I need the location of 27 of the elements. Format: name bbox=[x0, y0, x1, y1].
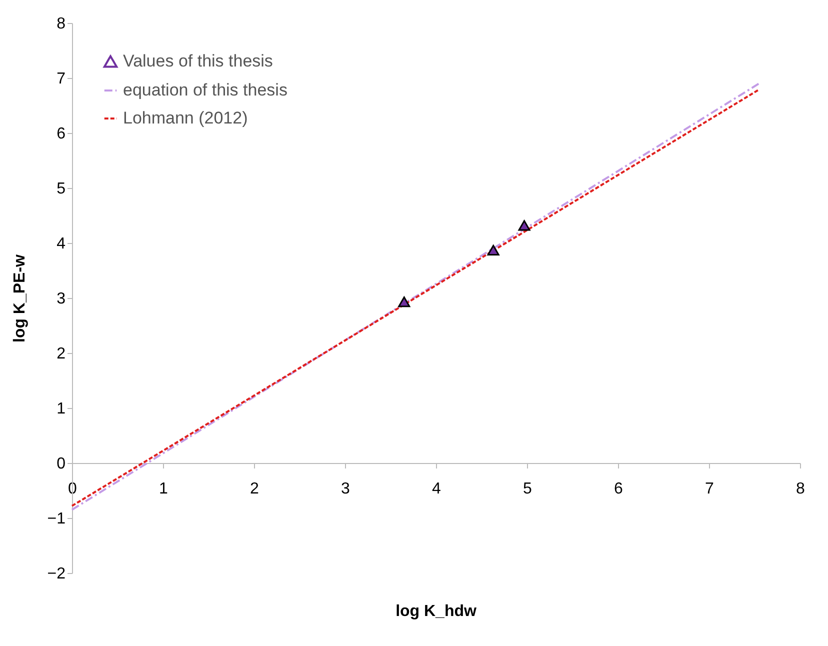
y-tick-label: 6 bbox=[56, 126, 66, 142]
point bbox=[518, 220, 530, 231]
y-tick-label: 5 bbox=[56, 180, 66, 198]
legend-label: Lohmann (2012) bbox=[123, 108, 248, 128]
y-axis-title: log K_PE-w bbox=[11, 254, 28, 343]
legend-label: Values of this thesis bbox=[123, 52, 273, 70]
y-tick-label: 4 bbox=[56, 236, 66, 252]
x-tick-label: 7 bbox=[705, 480, 714, 498]
x-tick-label: 1 bbox=[159, 480, 168, 498]
y-tick-label: −1 bbox=[47, 510, 66, 528]
y-tick-label: −2 bbox=[47, 566, 66, 582]
y-tick-label: 1 bbox=[56, 400, 66, 418]
y-tick-label: 0 bbox=[56, 456, 66, 472]
x-axis-title: log K_hdw bbox=[396, 603, 477, 620]
x-tick-label: 6 bbox=[614, 480, 624, 498]
y-tick-label: 8 bbox=[56, 16, 66, 32]
point bbox=[398, 296, 410, 308]
y-tick-label: 7 bbox=[56, 70, 66, 88]
x-tick-label: 2 bbox=[250, 480, 260, 498]
x-tick-label: 8 bbox=[796, 480, 806, 498]
y-tick-label: 3 bbox=[56, 290, 66, 308]
x-tick-label: 5 bbox=[523, 480, 532, 498]
y-tick-label: 2 bbox=[56, 346, 66, 362]
legend-label: equation of this thesis bbox=[123, 80, 288, 100]
x-tick-label: 3 bbox=[341, 480, 350, 498]
point bbox=[487, 244, 500, 256]
x-tick-label: 4 bbox=[432, 480, 442, 498]
